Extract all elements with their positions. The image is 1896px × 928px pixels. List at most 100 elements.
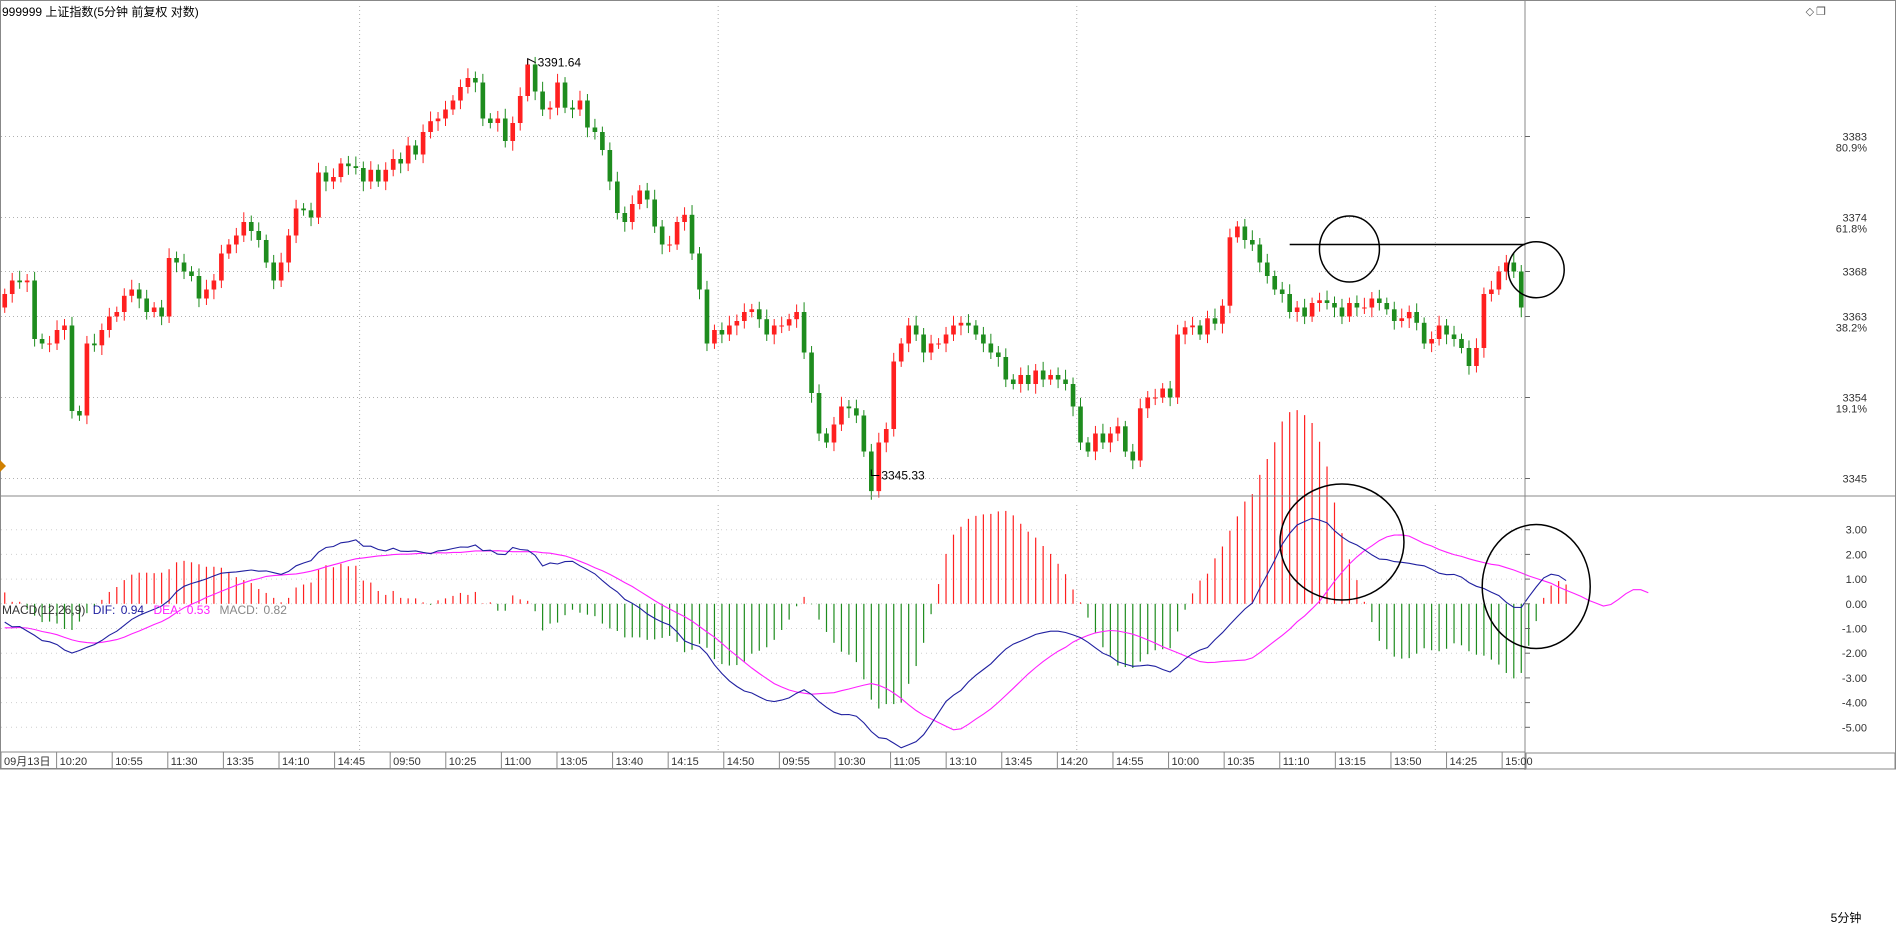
candle-body	[764, 319, 770, 335]
time-label: 13:10	[949, 756, 977, 768]
macd-legend: MACD(12,26,9) DIF: 0.94 DEA: 0.53 MACD: …	[2, 603, 287, 617]
candle-body	[1496, 271, 1502, 290]
candle-body	[24, 280, 30, 283]
candle-body	[1332, 303, 1337, 308]
time-label: 13:35	[226, 756, 254, 768]
candle-body	[346, 163, 351, 167]
candle-body	[1115, 426, 1121, 434]
candle-body	[435, 118, 441, 122]
candle-body	[1085, 442, 1091, 452]
candle-body	[1518, 271, 1524, 308]
candle-body	[92, 343, 97, 346]
candle-body	[771, 325, 777, 335]
candle-body	[1362, 307, 1367, 309]
candle-body	[1257, 244, 1263, 263]
candle-body	[323, 172, 329, 182]
time-label: 13:45	[1005, 756, 1033, 768]
time-label: 10:55	[115, 756, 143, 768]
candle-body	[1205, 318, 1210, 335]
candle-body	[301, 208, 306, 211]
candle-body	[674, 222, 680, 245]
candle-body	[652, 199, 657, 227]
dea-value: 0.53	[187, 603, 211, 617]
candle-body	[1108, 433, 1113, 443]
candle-body	[278, 262, 284, 281]
candle-body	[831, 424, 837, 443]
candle-body	[756, 309, 762, 320]
chart-title: 999999 上证指数(5分钟 前复权 对数)	[2, 4, 199, 19]
candle-body	[659, 226, 665, 245]
candle-body	[189, 271, 194, 276]
dif-line	[4, 517, 1567, 749]
candle-body	[861, 415, 867, 452]
period-label[interactable]: 5分钟	[1831, 910, 1862, 925]
candle-body	[816, 393, 822, 434]
price-pct-label: 80.9%	[1836, 143, 1867, 155]
candle-body	[1025, 375, 1031, 384]
candle-body	[420, 132, 426, 155]
candle-body	[1018, 375, 1024, 384]
macd-value: 0.82	[264, 603, 288, 617]
macd-tick-label: 2.00	[1846, 549, 1867, 561]
window-controls[interactable]: ◇❐	[1806, 5, 1828, 18]
candle-body	[398, 159, 403, 164]
candle-body	[973, 325, 979, 335]
time-label: 10:25	[449, 756, 477, 768]
time-label: 11:05	[894, 756, 921, 768]
candle-body	[1190, 325, 1195, 328]
candle-body	[906, 325, 911, 344]
candle-body	[1033, 370, 1038, 384]
candle-body	[69, 325, 75, 411]
dea-label: DEA:	[153, 603, 181, 617]
candle-body	[1250, 240, 1255, 245]
macd-name: MACD(12,26,9)	[2, 603, 85, 617]
time-label: 09:55	[782, 756, 810, 768]
candle-body	[1182, 327, 1188, 335]
time-label: 13:40	[616, 756, 644, 768]
high-label: 3391.64	[538, 56, 582, 70]
candle-body	[1100, 433, 1106, 443]
outer-frame	[0, 0, 1896, 769]
time-label: 13:50	[1394, 756, 1422, 768]
candle-body	[928, 343, 934, 353]
candle-body	[62, 325, 67, 330]
time-label: 11:00	[504, 756, 531, 768]
candlestick-series	[2, 56, 1524, 500]
candle-body	[562, 82, 568, 108]
candle-body	[988, 343, 994, 353]
candle-body	[786, 319, 792, 326]
highlight-circle	[1507, 240, 1565, 299]
candle-body	[727, 325, 732, 335]
candle-body	[592, 127, 598, 132]
candle-body	[136, 289, 142, 299]
candle-body	[1003, 357, 1009, 380]
candle-body	[47, 343, 52, 345]
candle-body	[211, 280, 217, 290]
time-label: 09月13日	[4, 756, 50, 768]
candle-body	[77, 411, 82, 416]
candle-body	[450, 100, 456, 110]
candle-body	[1436, 325, 1442, 339]
candle-body	[151, 307, 157, 312]
candle-body	[114, 312, 120, 317]
candle-body	[1010, 379, 1016, 384]
dea-line	[4, 534, 1649, 731]
candle-body	[846, 406, 852, 409]
candle-body	[577, 100, 583, 110]
candle-body	[1070, 384, 1076, 407]
candle-body	[1429, 339, 1434, 344]
candle-body	[316, 172, 321, 218]
candle-body	[1242, 226, 1248, 240]
candle-body	[405, 145, 411, 164]
candle-body	[1309, 303, 1315, 317]
candle-body	[293, 208, 299, 236]
candle-body	[1272, 276, 1278, 290]
candle-body	[966, 322, 971, 326]
time-label: 13:05	[560, 756, 588, 768]
diamond-icon[interactable]: ◇	[1805, 6, 1817, 18]
candle-body	[196, 276, 202, 299]
restore-icon[interactable]: ❐	[1816, 6, 1828, 18]
candle-body	[704, 289, 710, 344]
candle-body	[1212, 318, 1218, 324]
